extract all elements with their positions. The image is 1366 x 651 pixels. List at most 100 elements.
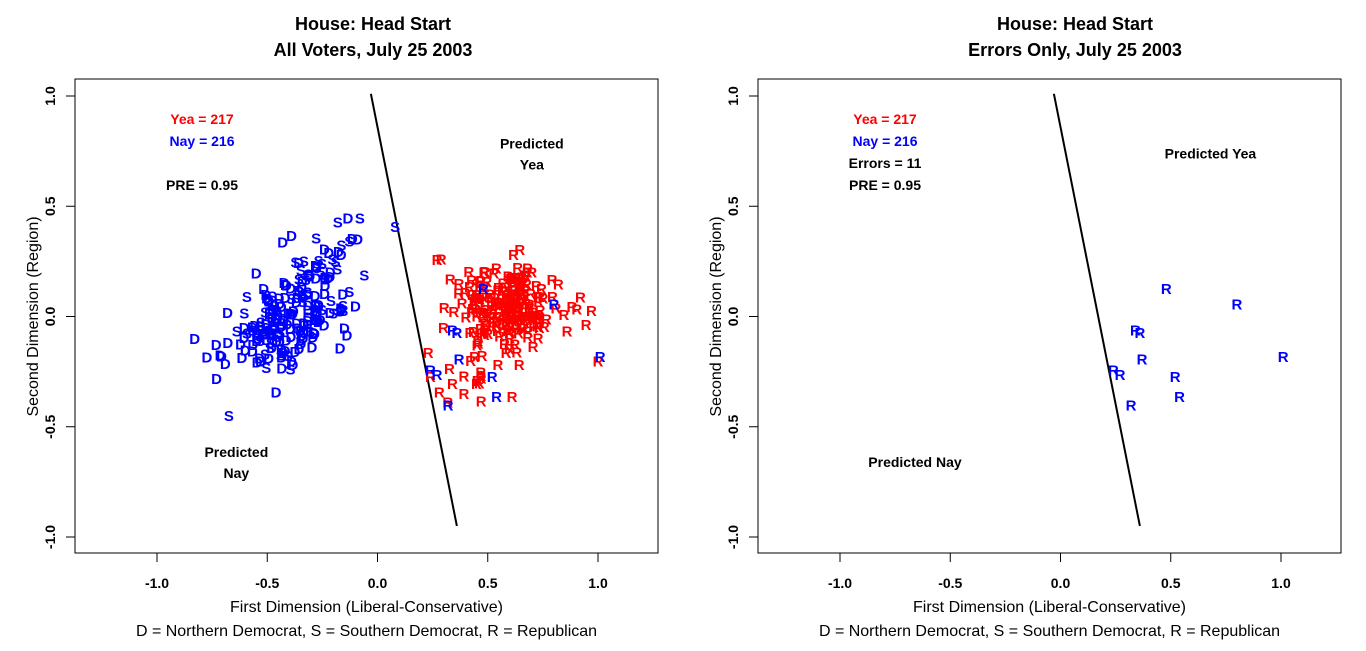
legislator-point: R [581,317,592,334]
legislator-point: R [473,335,484,352]
legislator-point: R [521,295,532,312]
legislator-point: D [311,305,322,322]
region-label: Predicted [204,444,268,460]
legislator-point: D [220,356,231,373]
y-tick-label: 1.0 [725,86,741,106]
legislator-point: R [502,287,513,304]
legislator-point: D [260,287,271,304]
legislator-point: D [266,325,277,342]
x-tick-label: 0.5 [478,575,498,591]
legislator-point: R [536,281,547,298]
legislator-point: R [501,306,512,323]
legislator-point: R [522,312,533,329]
legislator-point: R [527,310,538,327]
legislator-point: R [504,301,515,318]
legislator-point: R [470,301,481,318]
x-axis-label: First Dimension (Liberal-Conservative) [230,599,503,616]
legislator-point: R [491,297,502,314]
legislator-point: R [474,279,485,296]
legislator-point: R [475,365,486,382]
legislator-point: D [265,326,276,343]
legislator-point: R [514,357,525,374]
vote-stat: Yea = 217 [170,111,234,127]
legislator-point: R [465,353,476,370]
legislator-point: R [507,314,518,331]
legislator-point: R [471,290,482,307]
legislator-point: D [268,321,279,338]
legislator-point: R [492,323,503,340]
legislator-point: R [491,389,502,406]
error-point: R [1174,389,1185,406]
legislator-point: D [215,348,226,365]
legislator-point: R [466,273,477,290]
legislator-point: R [486,290,497,307]
legislator-point: R [476,393,487,410]
legislator-point: R [526,308,537,325]
legislator-point: D [280,277,291,294]
legislator-point: R [533,307,544,324]
x-tick-label: 0.0 [1051,575,1071,591]
error-point: R [1137,351,1148,368]
legislator-point: S [295,284,305,301]
legislator-point: R [510,294,521,311]
chart-subtitle: Errors Only, July 25 2003 [968,40,1182,60]
legislator-point: S [239,306,249,323]
y-tick-label: -0.5 [42,414,58,438]
legislator-point: S [242,289,252,306]
legislator-point: S [277,311,287,328]
legislator-point: D [269,314,280,331]
legislator-point: S [286,361,296,378]
legislator-point: S [297,294,307,311]
legislator-point: R [499,336,510,353]
legislator-point: D [311,260,322,277]
legislator-point: R [512,307,523,324]
legislator-point: D [271,334,282,351]
legislator-point: D [291,295,302,312]
legislator-point: S [224,408,234,425]
legislator-point: D [313,314,324,331]
legislator-point: R [534,310,545,327]
legislator-point: D [343,210,354,227]
legislator-point: R [493,294,504,311]
legislator-point: R [519,312,530,329]
legislator-point: R [501,306,512,323]
legislator-point: R [505,325,516,342]
legislator-point: D [310,258,321,275]
error-point: R [1170,369,1181,386]
legislator-point: S [333,215,343,232]
legislator-point: D [274,296,285,313]
legislator-point: R [448,304,459,321]
legislator-point: D [289,344,300,361]
legislator-point: R [472,338,483,355]
legislator-point: R [506,270,517,287]
legislator-point: D [276,350,287,367]
legislator-point: R [498,276,509,293]
legislator-point: R [511,305,522,322]
legislator-point: D [259,326,270,343]
legislator-point: D [236,350,247,367]
legislator-point: R [562,324,573,341]
legislator-point: R [520,268,531,285]
legislator-point: R [515,290,526,307]
legislator-point: R [487,319,498,336]
legislator-point: D [261,290,272,307]
legislator-point: R [505,302,516,319]
legislator-point: D [202,349,213,366]
legislator-point: D [298,330,309,347]
y-tick-label: 0.0 [42,307,58,327]
legislator-point: D [261,316,272,333]
x-tick-label: 1.0 [1271,575,1291,591]
legislator-point: R [503,301,514,318]
legislator-point: R [464,279,475,296]
x-tick-label: -1.0 [828,575,852,591]
legislator-point: D [247,319,258,336]
legislator-point: R [547,272,558,289]
legislator-point: R [531,309,542,326]
legislator-point: S [265,340,275,357]
legislator-point: S [327,251,337,268]
legislator-point: D [347,231,358,248]
legislator-point: R [513,307,524,324]
legislator-point: R [485,309,496,326]
legislator-point: D [298,324,309,341]
